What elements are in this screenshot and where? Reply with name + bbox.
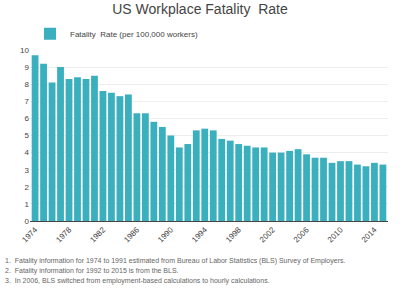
svg-text:6: 6 [25,114,30,123]
svg-text:7: 7 [25,97,30,106]
svg-text:10: 10 [20,46,29,55]
svg-text:1974: 1974 [20,225,39,244]
svg-text:0: 0 [25,217,30,226]
svg-text:2. Fatality information for 1: 2. Fatality information for 1992 to 2015… [5,267,179,275]
svg-text:2014: 2014 [360,225,379,244]
svg-text:1. Fatality information for 1: 1. Fatality information for 1974 to 1991… [5,257,345,265]
svg-text:US Workplace Fatality Rate: US Workplace Fatality Rate [112,1,288,17]
svg-text:2002: 2002 [258,225,277,244]
svg-text:Fatality Rate (per 100,000 wo: Fatality Rate (per 100,000 workers) [70,30,198,39]
svg-text:1978: 1978 [54,225,73,244]
svg-text:2010: 2010 [326,225,345,244]
svg-text:3. In 2006, BLS switched from: 3. In 2006, BLS switched from employment… [5,277,270,285]
svg-text:1990: 1990 [156,225,175,244]
svg-text:1: 1 [25,200,30,209]
svg-text:1998: 1998 [224,225,243,244]
svg-text:5: 5 [25,131,30,140]
svg-text:1994: 1994 [190,225,209,244]
svg-text:9: 9 [25,63,30,72]
svg-text:2: 2 [25,183,30,192]
svg-text:8: 8 [25,80,30,89]
svg-text:2006: 2006 [292,225,311,244]
svg-text:1986: 1986 [122,225,141,244]
svg-text:4: 4 [25,148,30,157]
svg-text:3: 3 [25,166,30,175]
svg-text:1982: 1982 [88,225,107,244]
